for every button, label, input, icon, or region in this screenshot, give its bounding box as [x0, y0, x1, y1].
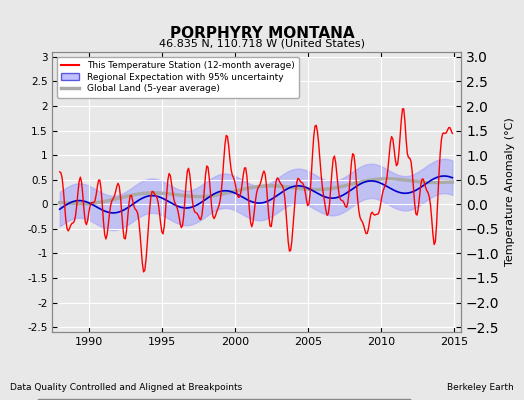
Legend: Station Move, Record Gap, Time of Obs. Change, Empirical Break: Station Move, Record Gap, Time of Obs. C… — [37, 399, 411, 400]
Text: PORPHYRY MONTANA: PORPHYRY MONTANA — [170, 26, 354, 41]
Text: Berkeley Earth: Berkeley Earth — [447, 383, 514, 392]
Text: Data Quality Controlled and Aligned at Breakpoints: Data Quality Controlled and Aligned at B… — [10, 383, 243, 392]
Y-axis label: Temperature Anomaly (°C): Temperature Anomaly (°C) — [505, 118, 515, 266]
Text: 46.835 N, 110.718 W (United States): 46.835 N, 110.718 W (United States) — [159, 38, 365, 48]
